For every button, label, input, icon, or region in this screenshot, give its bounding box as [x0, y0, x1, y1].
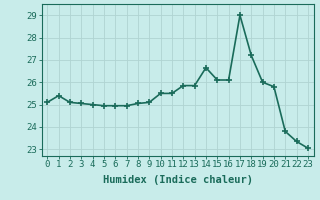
X-axis label: Humidex (Indice chaleur): Humidex (Indice chaleur) [103, 175, 252, 185]
